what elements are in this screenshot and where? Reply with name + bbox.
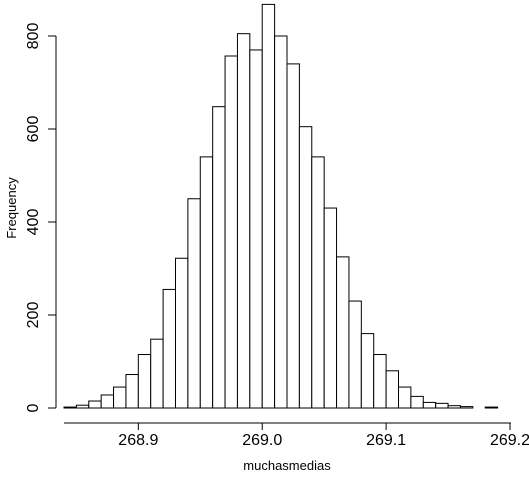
- y-tick-label: 0: [25, 403, 42, 412]
- x-tick-label: 268.9: [118, 432, 158, 449]
- histogram-bar: [447, 405, 461, 409]
- histogram-bar: [422, 401, 437, 409]
- x-tick-label: 269.0: [242, 432, 282, 449]
- histogram-bar: [261, 3, 276, 409]
- histogram-bar: [360, 333, 375, 409]
- histogram-bar: [113, 386, 127, 409]
- histogram-bar: [348, 300, 362, 409]
- histogram-bar: [373, 354, 387, 409]
- histogram-bar: [236, 33, 251, 409]
- histogram-bar: [435, 402, 449, 409]
- histogram-bar: [224, 55, 238, 409]
- histogram-bar: [187, 198, 201, 409]
- histogram-bar: [63, 406, 77, 409]
- histogram-bar: [484, 406, 499, 409]
- histogram-bar: [298, 126, 313, 409]
- y-tick-label: 600: [25, 116, 42, 143]
- x-tick-label: 269.1: [366, 432, 406, 449]
- histogram-bar: [212, 106, 226, 409]
- histogram-bar: [125, 374, 139, 409]
- histogram-bar: [175, 257, 189, 409]
- y-axis: 0 200 400 600 800: [25, 23, 57, 412]
- histogram-bar: [199, 156, 214, 409]
- histogram-bar: [162, 288, 177, 409]
- histogram-bar: [459, 406, 474, 409]
- histogram-bar: [100, 394, 115, 409]
- histogram-bar: [286, 63, 300, 409]
- histogram-bar: [385, 370, 399, 409]
- histogram-bars: [63, 3, 499, 409]
- y-tick-label: 200: [25, 302, 42, 329]
- histogram-bar: [88, 400, 102, 409]
- x-axis-ticks: 268.9 269.0 269.1 269.2: [118, 423, 529, 449]
- histogram-bar: [323, 207, 338, 409]
- histogram-bar: [150, 338, 164, 409]
- histogram-bar: [410, 395, 424, 409]
- y-tick-label: 400: [25, 209, 42, 236]
- y-tick-label: 800: [25, 23, 42, 50]
- histogram-bar: [311, 156, 325, 409]
- histogram-bar: [137, 354, 152, 409]
- histogram-bar: [75, 404, 90, 409]
- histogram-bar: [336, 256, 350, 409]
- histogram-bar: [398, 386, 412, 409]
- histogram-bar: [274, 35, 288, 409]
- x-axis-title: muchasmedias: [243, 458, 331, 473]
- y-axis-ticks: 0 200 400 600 800: [25, 23, 56, 412]
- histogram-bar: [249, 49, 263, 409]
- y-axis-title: Frequency: [4, 177, 19, 239]
- x-axis: 268.9 269.0 269.1 269.2: [64, 422, 529, 449]
- x-tick-label: 269.2: [490, 432, 529, 449]
